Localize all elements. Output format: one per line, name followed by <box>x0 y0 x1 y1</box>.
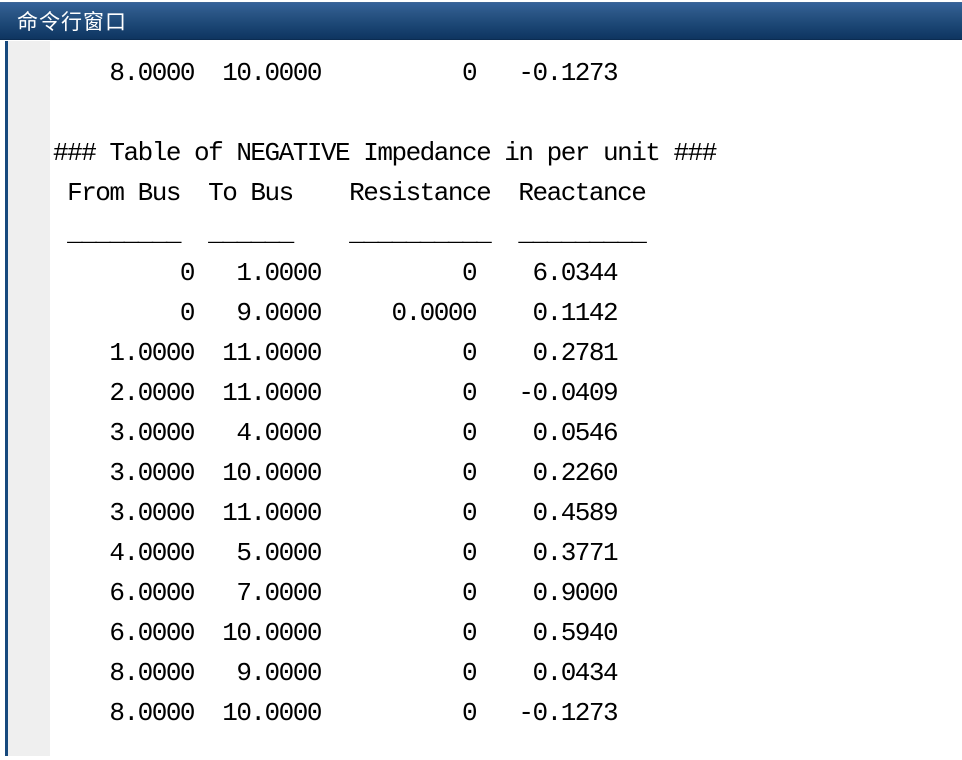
console-output[interactable]: 8.0000 10.0000 0 -0.1273 ### Table of NE… <box>53 58 717 728</box>
console-gutter <box>8 41 50 756</box>
command-window-title: 命令行窗口 <box>17 11 127 34</box>
command-window-title-bar[interactable]: 命令行窗口 <box>0 2 962 40</box>
panel-left-accent-border <box>5 41 8 756</box>
